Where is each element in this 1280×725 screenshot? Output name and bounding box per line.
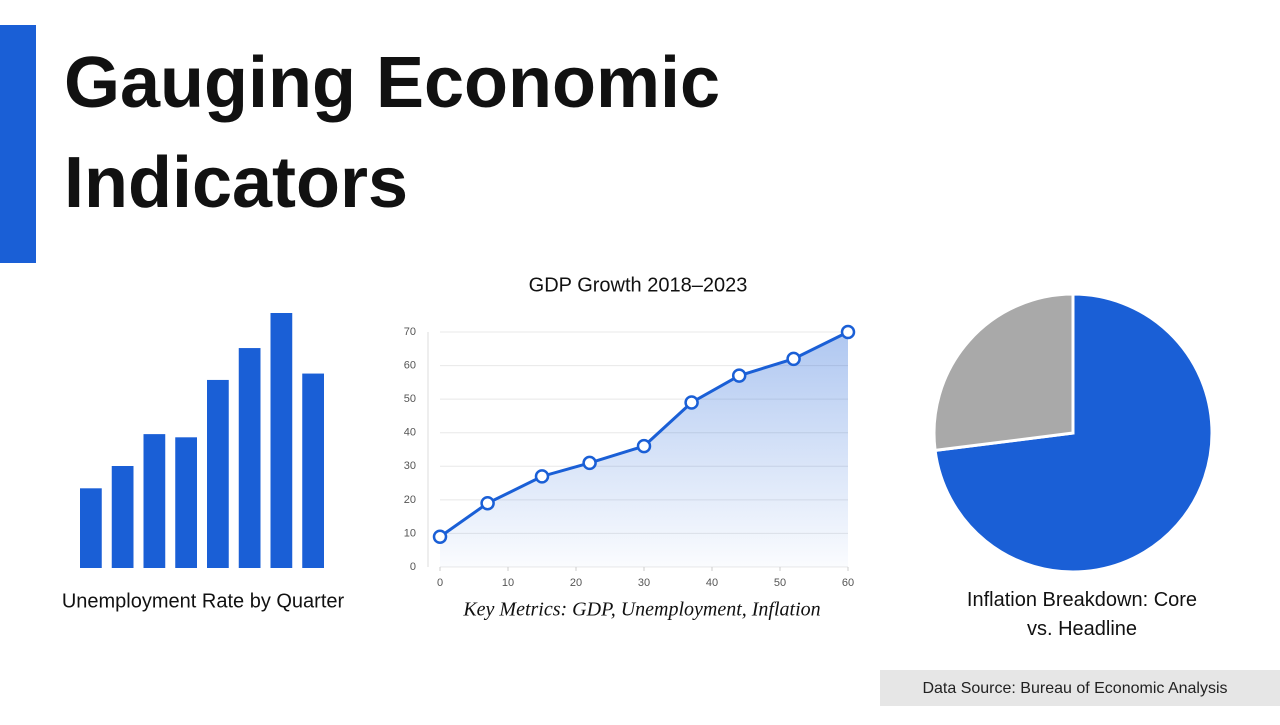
bar [111,466,134,568]
y-tick-label: 50 [404,393,416,405]
x-tick-label: 10 [502,577,514,589]
x-tick-label: 0 [437,577,443,589]
bar [175,437,197,568]
y-tick-label: 40 [404,427,416,439]
line-caption: Key Metrics: GDP, Unemployment, Inflatio… [462,599,820,621]
point [731,368,747,383]
x-tick-label: 60 [842,577,854,589]
point [786,351,801,367]
x-tick-label: 40 [706,577,718,589]
x-tick-label: 50 [774,577,786,589]
y-tick-label: 70 [404,326,416,338]
x-tick-label: 20 [570,577,582,589]
line-title: GDP Growth 2018–2023 [529,274,748,296]
pie-slice [932,292,1075,453]
y-tick-label: 0 [410,561,416,573]
point [534,469,550,484]
footer-box [880,670,1280,706]
pie-caption: Inflation Breakdown: Core vs. Headline [967,589,1197,640]
y-tick-label: 10 [404,527,416,539]
point [480,495,495,511]
y-tick-label: 30 [404,460,416,472]
bar [238,348,261,568]
bar [270,313,293,568]
point [582,455,597,471]
point [684,395,699,410]
point [840,324,856,340]
bar [207,379,229,568]
bar-caption: Unemployment Rate by Quarter [62,590,345,612]
y-tick-label: 20 [404,494,416,506]
point [432,529,448,545]
x-tick-label: 30 [638,577,650,589]
bar [80,488,102,568]
title: Gauging Economic Indicators [64,43,720,223]
footer: Data Source: Bureau of Economic Analysis [922,680,1227,697]
point [636,438,652,454]
accent-bar [0,25,36,263]
bar [143,434,166,568]
y-tick-label: 60 [404,359,416,371]
bar [302,373,324,568]
